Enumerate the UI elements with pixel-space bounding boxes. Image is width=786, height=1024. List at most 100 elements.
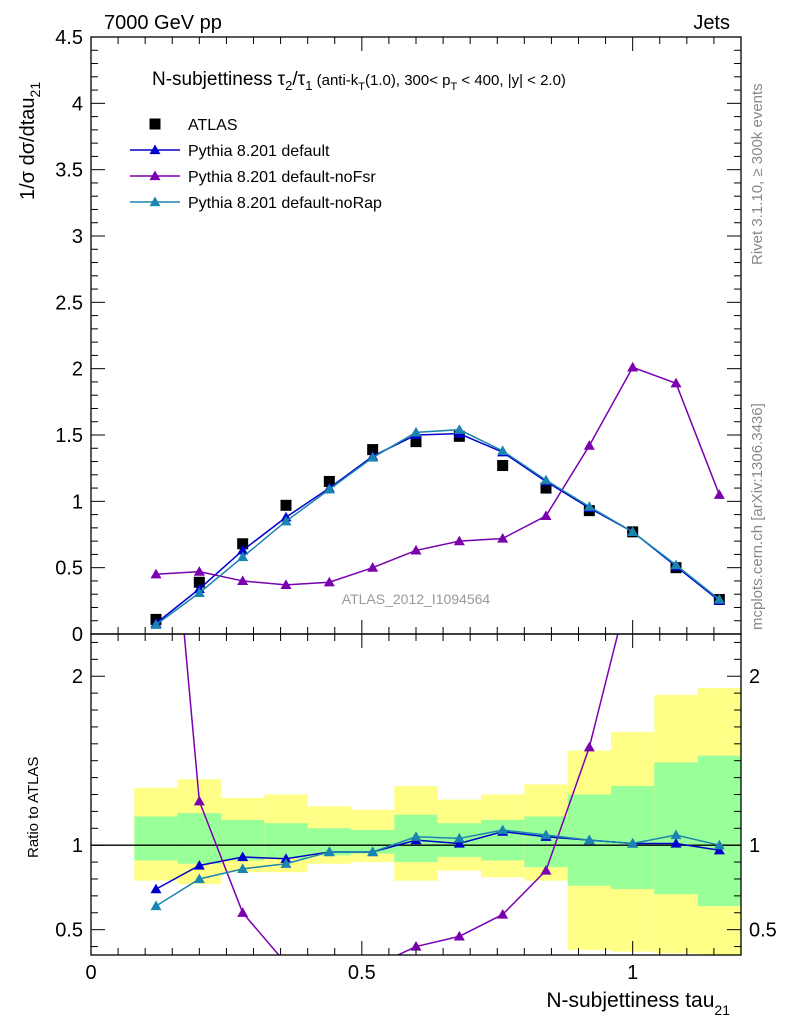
legend: ATLAS Pythia 8.201 default Pythia 8.201 de… (130, 117, 382, 212)
ratio-y-tick-label-right: 0.5 (749, 920, 777, 942)
rivet-label: Rivet 3.1.10, ≥ 300k events (749, 83, 766, 265)
y-tick-label: 0.5 (55, 558, 83, 580)
ratio-point (497, 908, 509, 919)
ratio-point (670, 837, 682, 848)
series-line (155, 428, 720, 626)
data-point (410, 544, 422, 555)
ratio-point (193, 859, 205, 870)
x-tick-label: 0 (85, 962, 96, 984)
data-point (280, 579, 292, 590)
data-point (323, 576, 335, 587)
inner-uncertainty-band (524, 816, 568, 868)
data-point (193, 587, 205, 597)
data-point (193, 576, 205, 588)
x-tick-label: 1 (627, 962, 638, 984)
ratio-y-axis-label: Ratio to ATLAS (25, 757, 42, 858)
data-point (583, 440, 595, 450)
ratio-point (540, 829, 552, 840)
ratio-point (280, 853, 292, 863)
data-point (670, 559, 682, 570)
data-point (497, 460, 509, 472)
data-point (193, 566, 205, 576)
plot-title: N-subjettiness τ2/τ1 (anti-kT(1.0), 300<… (152, 69, 566, 93)
ratio-point (453, 930, 465, 941)
ratio-point (237, 907, 249, 917)
ratio-panel-bands (91, 688, 741, 955)
data-point (237, 575, 249, 586)
data-point (713, 594, 725, 604)
legend-marker (149, 196, 161, 207)
ratio-point (583, 834, 595, 845)
data-point (280, 499, 292, 511)
data-point (627, 526, 639, 536)
ratio-point (497, 824, 509, 835)
y-tick-label: 4.5 (55, 27, 83, 49)
data-point (540, 474, 552, 485)
ratio-point (280, 858, 292, 868)
y-tick-label: 3.5 (55, 160, 83, 182)
main-y-axis-label: 1/σ dσ/dtau21 (17, 82, 43, 200)
ratio-point (410, 831, 422, 841)
legend-label: Pythia 8.201 default-noRap (188, 195, 382, 212)
ratio-point (237, 863, 249, 873)
ratio-point (150, 883, 162, 894)
ratio-point (627, 837, 639, 848)
y-tick-label: 2.5 (55, 292, 83, 314)
ratio-y-tick-label-right: 1 (749, 835, 760, 857)
ratio-point (193, 873, 205, 884)
data-point (497, 445, 509, 456)
ratio-point (713, 844, 725, 855)
ratio-y-tick-label: 2 (72, 666, 83, 688)
series-pythia-8-201-default-nofsr (150, 361, 725, 590)
y-tick-label: 2 (72, 359, 83, 381)
ratio-series-pythia-8-201-default-norap (150, 824, 725, 911)
ratio-line (155, 829, 720, 907)
legend-marker (149, 144, 161, 155)
inner-uncertainty-band (134, 816, 178, 861)
y-tick-label: 4 (72, 93, 83, 115)
ratio-point (453, 832, 465, 843)
inner-uncertainty-band (654, 762, 698, 895)
ratio-y-tick-label-right: 2 (749, 666, 760, 688)
y-tick-label: 3 (72, 226, 83, 248)
data-point (540, 482, 552, 494)
data-point (670, 377, 682, 388)
ratio-point (540, 865, 552, 875)
ratio-point (670, 829, 682, 840)
ratio-point (713, 839, 725, 850)
data-point (237, 551, 249, 562)
y-tick-label: 1.5 (55, 425, 83, 447)
ratio-y-tick-label: 1 (72, 835, 83, 857)
data-point (410, 426, 422, 437)
legend-label: ATLAS (188, 117, 238, 134)
data-point (453, 535, 465, 546)
x-axis-label: N-subjettiness tau21 (546, 989, 730, 1018)
ratio-point (367, 846, 379, 857)
data-point (627, 361, 639, 372)
x-tick-label: 0.5 (348, 962, 376, 984)
data-point (237, 538, 249, 550)
data-point (410, 436, 422, 448)
inner-uncertainty-band (264, 823, 308, 859)
data-point (237, 544, 249, 555)
data-point (713, 489, 725, 499)
data-point (367, 562, 379, 572)
data-point (323, 475, 335, 487)
legend-marker (149, 170, 161, 181)
ratio-point (410, 941, 422, 951)
data-point (150, 619, 162, 629)
inner-uncertainty-band (697, 755, 741, 907)
data-point (367, 452, 379, 462)
series-line (155, 366, 721, 586)
legend-label: Pythia 8.201 default-noFsr (188, 169, 376, 186)
ratio-panel-series (150, 634, 725, 955)
ratio-line (183, 634, 619, 955)
ratio-point (193, 795, 205, 806)
mcplots-label: mcplots.cern.ch [arXiv:1306.3436] (749, 403, 766, 630)
ratio-point (583, 741, 595, 752)
main-panel-series (150, 361, 725, 629)
ratio-point (323, 846, 335, 857)
ratio-panel-axes: 0.5 0.51 12 20 0.5 1 (55, 633, 777, 984)
main-panel-axes: 0 0.5 1 1.5 2 2.5 3 3.5 4 4.5 (55, 27, 742, 646)
